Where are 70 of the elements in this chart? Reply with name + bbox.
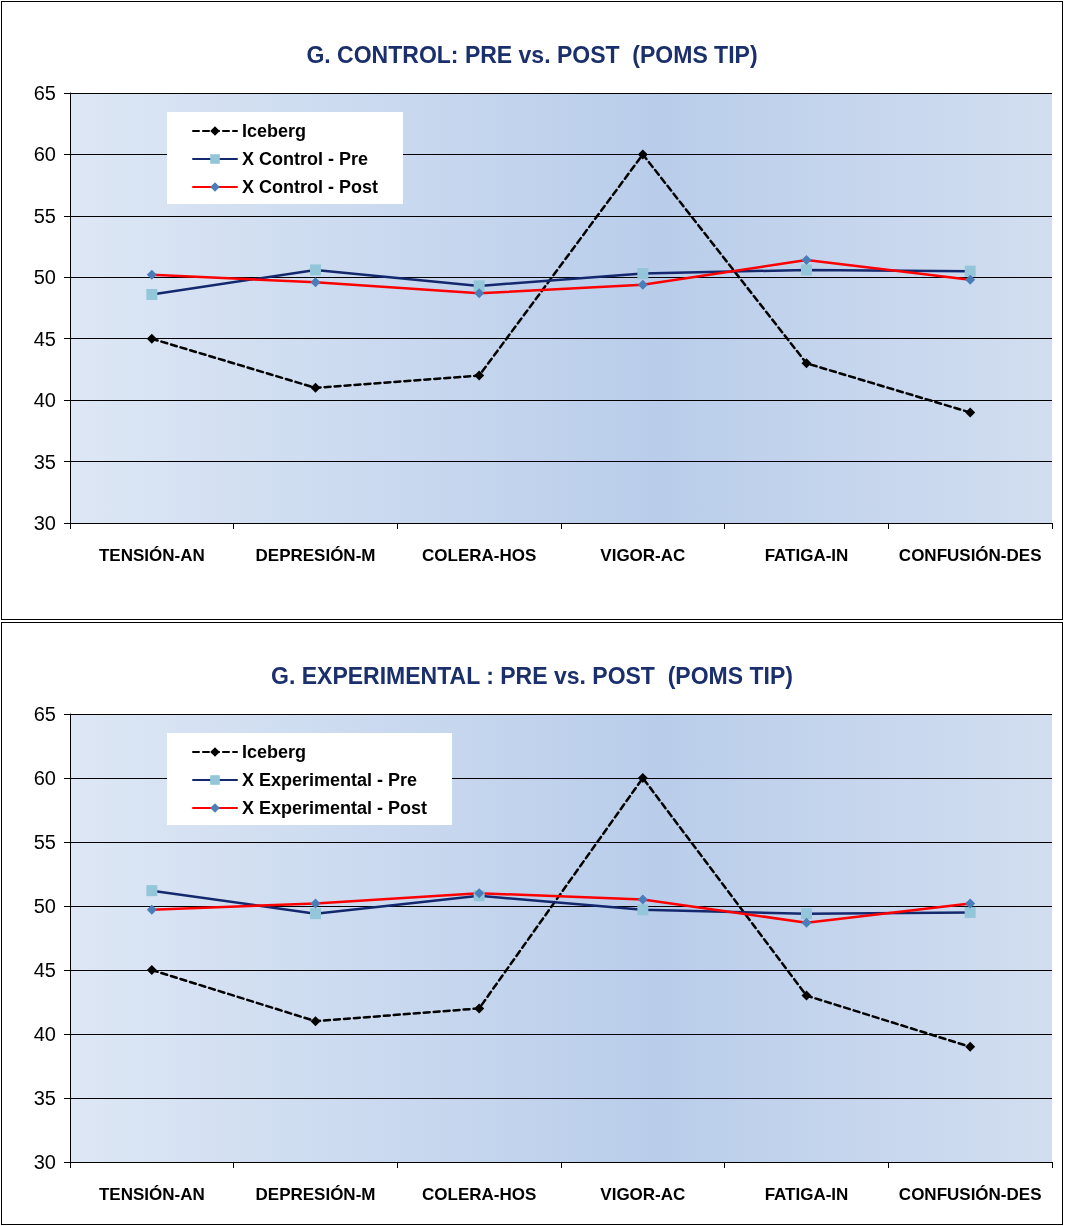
y-tick-label: 35 [33, 450, 56, 473]
point [474, 1003, 485, 1014]
legend-label: X Control - Post [242, 177, 378, 197]
y-tick-label: 60 [33, 767, 56, 789]
point [310, 382, 321, 393]
point [637, 894, 648, 905]
point [146, 288, 158, 300]
x-tick-label: FATIGA-IN [764, 546, 849, 565]
y-tick-label: 60 [33, 143, 56, 166]
y-tick-label: 50 [33, 895, 56, 917]
y-tick-label: 40 [33, 389, 56, 412]
y-tick-label: 35 [33, 1087, 56, 1109]
point [801, 358, 812, 369]
point [473, 280, 485, 292]
x-tick-label: VIGOR-AC [600, 1185, 686, 1204]
chart-title: G. CONTROL: PRE vs. POST (POMS TIP) [306, 41, 758, 68]
x-tick-label: CONFUSIÓN-DES [898, 546, 1042, 565]
chart-title: G. EXPERIMENTAL : PRE vs. POST (POMS TIP) [271, 662, 793, 689]
point [801, 908, 812, 920]
x-tick-label: FATIGA-IN [764, 1185, 849, 1204]
point [146, 333, 157, 344]
y-tick-label: 50 [33, 266, 56, 289]
x-tick-label: DEPRESIÓN-M [255, 546, 376, 565]
point [637, 904, 649, 916]
point [965, 1041, 976, 1052]
y-tick-label: 55 [33, 831, 56, 853]
x-tick-label: COLERA-HOS [422, 1185, 537, 1204]
y-tick-label: 45 [33, 959, 56, 981]
point [310, 264, 321, 276]
x-tick-label: CONFUSIÓN-DES [898, 1185, 1042, 1204]
x-tick-label: COLERA-HOS [422, 546, 537, 565]
point [801, 990, 812, 1001]
point [474, 288, 485, 299]
point [310, 277, 321, 288]
point [474, 370, 485, 381]
point [310, 898, 321, 909]
legend-label: X Experimental - Pre [242, 770, 418, 790]
y-tick-label: 30 [33, 1151, 56, 1173]
y-tick-label: 40 [33, 1023, 56, 1045]
legend-label: X Control - Pre [242, 149, 369, 169]
x-tick-label: TENSIÓN-AN [98, 1185, 205, 1204]
y-tick-label: 65 [33, 82, 56, 104]
point [146, 269, 157, 280]
point [146, 904, 157, 915]
x-tick-label: DEPRESIÓN-M [255, 1185, 376, 1204]
y-tick-label: 55 [33, 204, 56, 227]
x-tick-label: VIGOR-AC [600, 546, 686, 565]
point [801, 255, 812, 266]
point [637, 279, 648, 290]
point [964, 265, 976, 277]
legend-label: Iceberg [242, 742, 307, 762]
point [146, 885, 158, 897]
legend-label: Iceberg [242, 121, 307, 141]
point [965, 274, 976, 285]
point [637, 149, 648, 160]
point [801, 264, 812, 276]
point [801, 917, 812, 928]
point [310, 908, 321, 920]
y-tick-label: 30 [33, 512, 56, 534]
point [964, 906, 976, 918]
point [637, 773, 648, 783]
y-tick-label: 45 [33, 327, 56, 350]
y-tick-label: 65 [33, 703, 56, 725]
legend-label: X Experimental - Post [242, 798, 428, 818]
point [965, 407, 976, 418]
point [637, 268, 649, 280]
point [965, 898, 976, 909]
x-tick-label: TENSIÓN-AN [98, 546, 205, 565]
point [146, 965, 157, 975]
point [310, 1016, 321, 1027]
